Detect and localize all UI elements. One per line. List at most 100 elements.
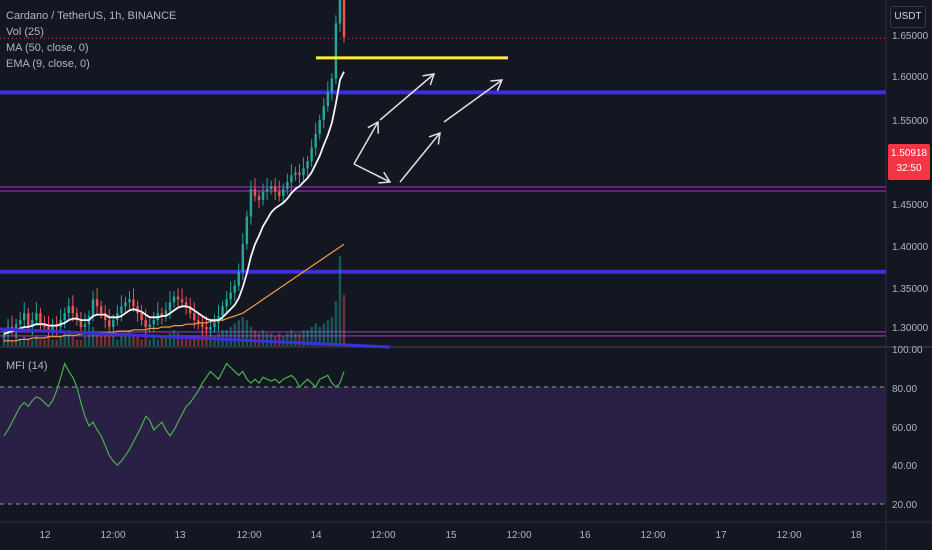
symbol-title[interactable]: Cardano / TetherUS, 1h, BINANCE — [6, 10, 177, 22]
arrow-shaft-1[interactable] — [353, 163, 391, 183]
volume-bar-71 — [290, 330, 293, 346]
candle-39 — [160, 313, 164, 316]
candle-24 — [99, 306, 103, 314]
arrow-shaft-2[interactable] — [399, 132, 441, 183]
candle-82 — [334, 23, 338, 79]
candle-32 — [132, 299, 135, 307]
volume-bar-13 — [55, 339, 58, 346]
candle-36 — [148, 324, 151, 327]
mfi-tick-label-0: 100.00 — [892, 345, 923, 356]
volume-bar-65 — [265, 333, 269, 346]
volume-bar-79 — [322, 323, 325, 346]
price-tick-label-6: 1.30000 — [892, 323, 929, 334]
volume-bar-8 — [35, 336, 38, 346]
time-tick-label-11: 12:00 — [776, 530, 801, 541]
candle-23 — [95, 299, 99, 307]
price-tick-label-0: 1.65000 — [892, 31, 929, 42]
candle-27 — [112, 320, 115, 327]
volume-bar-45 — [184, 336, 188, 346]
candle-11 — [47, 327, 50, 330]
volume-bar-48 — [197, 339, 200, 346]
arrow-head-3 — [422, 73, 436, 86]
volume-bar-15 — [63, 333, 66, 346]
time-tick-label-9: 12:00 — [640, 530, 665, 541]
volume-layer — [2, 256, 346, 346]
indicator-ema[interactable]: EMA (9, close, 0) — [6, 58, 90, 70]
candle-43 — [176, 296, 180, 300]
volume-bar-52 — [213, 336, 216, 346]
volume-bar-51 — [209, 339, 212, 346]
volume-bar-78 — [318, 326, 321, 346]
volume-bar-17 — [71, 336, 75, 346]
support-trendline[interactable] — [0, 327, 391, 349]
candle-66 — [269, 186, 273, 189]
volume-bar-58 — [237, 320, 240, 346]
volume-bar-19 — [79, 339, 83, 346]
ma50-line — [4, 243, 345, 342]
candle-18 — [75, 313, 79, 321]
volume-bar-5 — [23, 336, 26, 346]
time-tick-label-3: 12:00 — [236, 530, 261, 541]
volume-bar-21 — [87, 333, 91, 346]
candle-29 — [120, 306, 123, 314]
candle-67 — [273, 186, 277, 192]
candle-45 — [184, 302, 188, 307]
arrow-shaft-3[interactable] — [379, 73, 435, 121]
candle-10 — [43, 324, 46, 327]
volume-bar-37 — [152, 336, 155, 346]
arrow-shaft-0[interactable] — [353, 121, 379, 165]
time-tick-label-4: 14 — [310, 530, 322, 541]
candle-26 — [108, 320, 111, 327]
volume-bar-73 — [298, 333, 301, 346]
volume-bar-57 — [233, 323, 236, 346]
indicator-volume[interactable]: Vol (25) — [6, 26, 44, 38]
candle-34 — [140, 313, 143, 321]
candle-54 — [221, 306, 224, 316]
candle-65 — [265, 189, 269, 192]
volume-bar-81 — [330, 317, 334, 346]
volume-bar-43 — [176, 333, 180, 346]
volume-bar-84 — [342, 294, 346, 346]
arrow-shaft-4[interactable] — [443, 79, 503, 123]
volume-bar-70 — [286, 333, 289, 346]
mfi-tick-label-2: 60.00 — [892, 423, 917, 434]
volume-bar-46 — [188, 339, 192, 346]
candle-75 — [306, 161, 309, 169]
currency-button[interactable]: USDT — [890, 6, 926, 28]
candle-4 — [18, 320, 22, 325]
volume-bar-49 — [201, 336, 204, 346]
candle-68 — [278, 191, 281, 196]
time-tick-label-5: 12:00 — [370, 530, 395, 541]
volume-bar-12 — [51, 339, 54, 346]
candle-73 — [298, 172, 301, 176]
candle-8 — [35, 313, 38, 321]
volume-bar-7 — [31, 339, 34, 346]
indicator-ma[interactable]: MA (50, close, 0) — [6, 42, 89, 54]
candle-49 — [201, 324, 204, 327]
mfi-band — [0, 387, 886, 504]
volume-bar-83 — [338, 256, 342, 346]
indicator-mfi[interactable]: MFI (14) — [6, 360, 48, 372]
drawings-layer — [0, 56, 508, 349]
volume-bar-36 — [148, 339, 151, 346]
volume-bar-64 — [261, 330, 265, 346]
time-tick-label-12: 18 — [850, 530, 862, 541]
price-tick-label-3: 1.45000 — [892, 200, 929, 211]
mfi-band-layer — [0, 386, 886, 505]
candle-9 — [39, 313, 42, 325]
volume-bar-11 — [47, 336, 50, 346]
time-tick-label-10: 17 — [715, 530, 727, 541]
candle-57 — [233, 285, 236, 293]
candle-5 — [23, 313, 26, 321]
candle-60 — [245, 216, 249, 245]
candle-69 — [282, 189, 285, 196]
volume-bar-1 — [6, 339, 10, 346]
moving-averages-layer — [3, 71, 345, 342]
volume-bar-18 — [75, 339, 79, 346]
candle-61 — [249, 189, 253, 217]
volume-bar-25 — [103, 336, 107, 346]
mfi-line — [3, 362, 345, 466]
arrow-head-1 — [378, 171, 392, 184]
volume-bar-44 — [180, 336, 184, 346]
